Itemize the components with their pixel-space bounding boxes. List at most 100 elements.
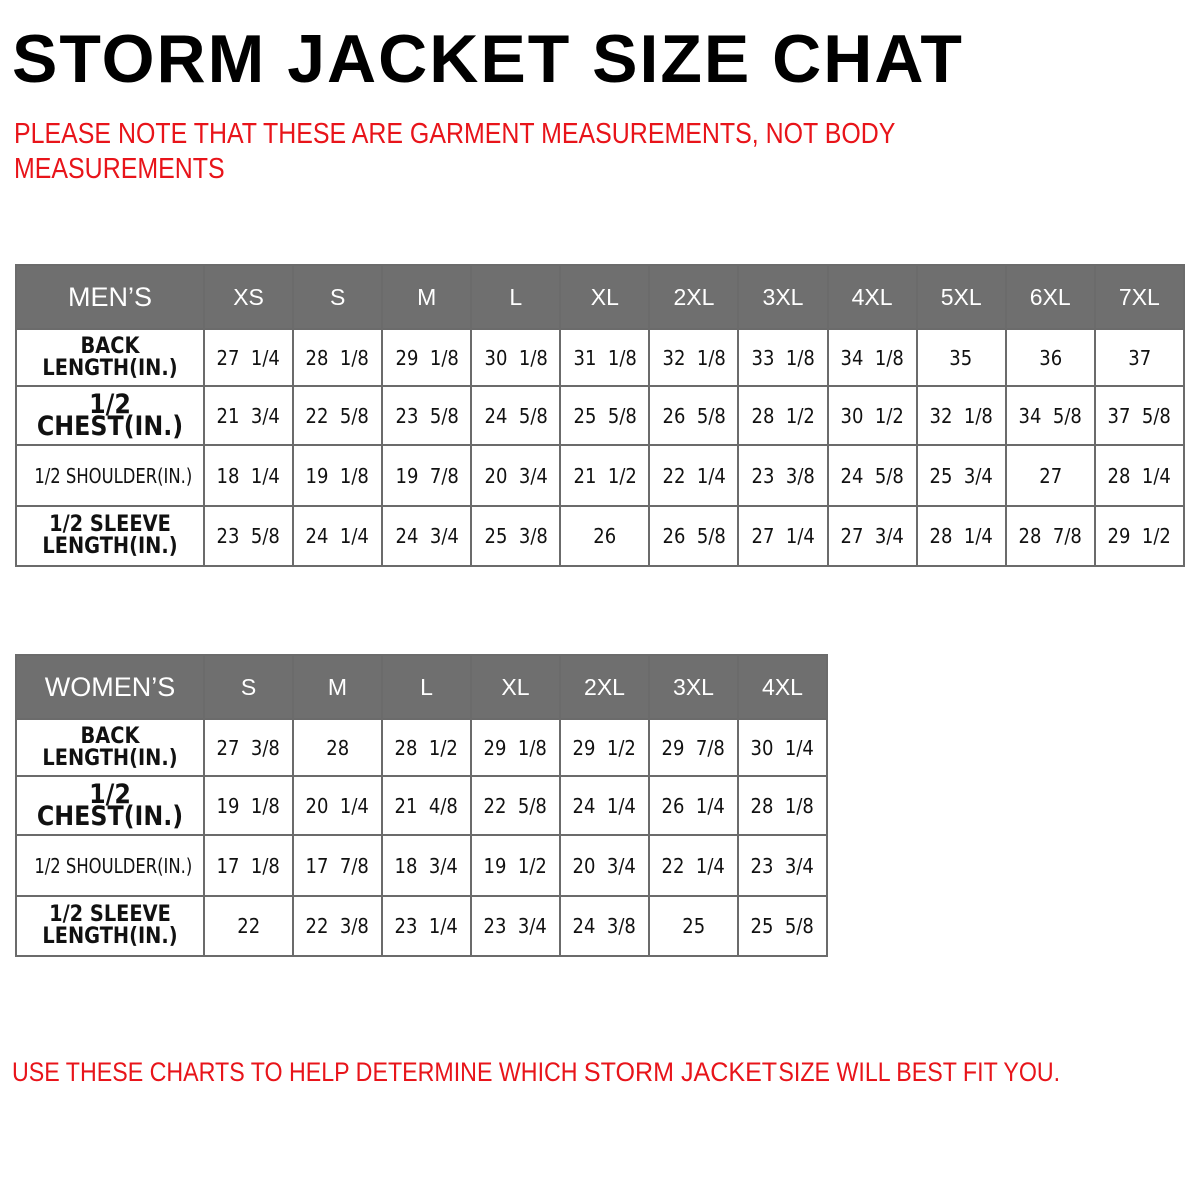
measurement-cell: 26 1/4 (648, 775, 739, 836)
measurement-cell: 29 7/8 (648, 718, 739, 777)
measurement-cell: 28 1/8 (737, 775, 828, 836)
measurement-cell: 20 3/4 (470, 444, 562, 507)
measurement-cell: 23 5/8 (381, 385, 473, 446)
row-label: 1/2 SLEEVE LENGTH(IN.) (15, 505, 205, 567)
measurement-cell: 28 1/2 (737, 385, 829, 446)
size-header: S (292, 264, 384, 330)
size-header: 6XL (1004, 264, 1096, 330)
measurement-cell: 27 3/4 (826, 505, 918, 567)
measurement-cell: 30 1/2 (826, 385, 918, 446)
measurement-cell: 24 1/4 (559, 775, 650, 836)
measurement-cell: 22 1/4 (648, 834, 739, 897)
measurement-cell: 33 1/8 (737, 328, 829, 387)
measurement-cell: 23 3/8 (737, 444, 829, 507)
page-title: STORM JACKET SIZE CHAT (12, 21, 964, 97)
table-header: WOMEN’S (15, 654, 205, 720)
measurement-cell: 22 5/8 (470, 775, 561, 836)
measurement-cell: 30 1/8 (470, 328, 562, 387)
table-row: 1/2 SLEEVE LENGTH(IN.) 22 22 3/8 23 1/4 23 3… (15, 895, 828, 957)
table-header: MEN’S (15, 264, 205, 330)
footer-brand: STORM JACKET (584, 1057, 778, 1087)
row-label: 1/2 SHOULDER(IN.) (15, 444, 205, 507)
measurement-note: PLEASE NOTE THAT THESE ARE GARMENT MEASU… (14, 118, 895, 185)
size-header: 3XL (648, 654, 739, 720)
table-row: 1/2 CHEST(IN.) 21 3/4 22 5/8 23 5/8 24 5/8 25… (15, 385, 1186, 446)
measurement-cell: 25 5/8 (737, 895, 828, 957)
measurement-cell: 31 1/8 (559, 328, 651, 387)
measurement-cell: 25 5/8 (559, 385, 651, 446)
measurement-cell: 20 3/4 (559, 834, 650, 897)
measurement-cell: 37 5/8 (1093, 385, 1186, 446)
womens-size-table: WOMEN’S S M L XL 2XL 3XL 4XL BACK LENGTH(IN.) 27 … (15, 654, 828, 957)
measurement-cell: 30 1/4 (737, 718, 828, 777)
header-row: WOMEN’S S M L XL 2XL 3XL 4XL (15, 654, 828, 720)
measurement-cell: 19 1/2 (470, 834, 561, 897)
measurement-cell: 29 1/8 (470, 718, 561, 777)
measurement-cell: 28 7/8 (1004, 505, 1096, 567)
row-label: 1/2 SLEEVE LENGTH(IN.) (15, 895, 205, 957)
measurement-cell: 17 7/8 (292, 834, 383, 897)
size-header: S (203, 654, 294, 720)
size-header: M (292, 654, 383, 720)
measurement-cell: 25 3/8 (470, 505, 562, 567)
measurement-cell: 22 (203, 895, 294, 957)
measurement-cell: 24 3/4 (381, 505, 473, 567)
measurement-cell: 32 1/8 (915, 385, 1007, 446)
size-header: 2XL (559, 654, 650, 720)
measurement-cell: 28 1/8 (292, 328, 384, 387)
measurement-cell: 25 3/4 (915, 444, 1007, 507)
measurement-cell: 37 (1093, 328, 1186, 387)
measurement-cell: 27 3/8 (203, 718, 294, 777)
measurement-cell: 27 1/4 (202, 328, 295, 387)
measurement-cell: 24 1/4 (292, 505, 384, 567)
measurement-cell: 35 (915, 328, 1007, 387)
measurement-cell: 22 3/8 (292, 895, 383, 957)
table-row: BACK LENGTH(IN.) 27 1/4 28 1/8 29 1/8 30 1/8… (15, 328, 1186, 387)
size-header: L (470, 264, 562, 330)
measurement-cell: 21 1/2 (559, 444, 651, 507)
measurement-cell: 29 1/2 (559, 718, 650, 777)
measurement-cell: 25 (648, 895, 739, 957)
measurement-cell: 19 7/8 (381, 444, 473, 507)
measurement-cell: 19 1/8 (203, 775, 294, 836)
measurement-cell: 34 5/8 (1004, 385, 1096, 446)
measurement-cell: 28 1/2 (381, 718, 472, 777)
measurement-cell: 24 5/8 (826, 444, 918, 507)
measurement-cell: 32 1/8 (648, 328, 740, 387)
measurement-cell: 27 1/4 (737, 505, 829, 567)
size-header: 4XL (737, 654, 828, 720)
table-row: 1/2 SHOULDER(IN.) 18 1/4 19 1/8 19 7/8 20 3/… (15, 444, 1186, 507)
footer-note: USE THESE CHARTS TO HELP DETERMINE WHICH… (12, 1057, 1060, 1088)
measurement-cell: 29 1/2 (1093, 505, 1186, 567)
measurement-cell: 21 3/4 (202, 385, 295, 446)
size-header: M (381, 264, 473, 330)
table-row: BACK LENGTH(IN.) 27 3/8 28 28 1/2 29 1/8 29 1… (15, 718, 828, 777)
measurement-cell: 23 3/4 (470, 895, 561, 957)
measurement-cell: 17 1/8 (203, 834, 294, 897)
measurement-cell: 29 1/8 (381, 328, 473, 387)
size-header: 4XL (826, 264, 918, 330)
row-label: 1/2 SHOULDER(IN.) (15, 834, 205, 897)
row-label: BACK LENGTH(IN.) (15, 328, 205, 387)
footer-prefix: USE THESE CHARTS TO HELP DETERMINE WHICH (12, 1057, 585, 1087)
measurement-cell: 24 5/8 (470, 385, 562, 446)
size-header: XS (202, 264, 295, 330)
measurement-cell: 36 (1004, 328, 1096, 387)
row-label: 1/2 CHEST(IN.) (15, 775, 205, 836)
footer-suffix: SIZE WILL BEST FIT YOU. (778, 1057, 1061, 1087)
row-label: 1/2 CHEST(IN.) (15, 385, 205, 446)
table-row: 1/2 SHOULDER(IN.) 17 1/8 17 7/8 18 3/4 19 1/… (15, 834, 828, 897)
measurement-cell: 18 1/4 (202, 444, 295, 507)
measurement-cell: 23 1/4 (381, 895, 472, 957)
size-header: 3XL (737, 264, 829, 330)
size-header: L (381, 654, 472, 720)
measurement-cell: 21 4/8 (381, 775, 472, 836)
table-row: 1/2 SLEEVE LENGTH(IN.) 23 5/8 24 1/4 24 3/4… (15, 505, 1186, 567)
measurement-cell: 24 3/8 (559, 895, 650, 957)
measurement-cell: 28 1/4 (915, 505, 1007, 567)
size-header: 7XL (1093, 264, 1186, 330)
measurement-cell: 22 5/8 (292, 385, 384, 446)
header-row: MEN’S XS S M L XL 2XL 3XL 4XL 5XL 6XL 7XL (15, 264, 1186, 330)
table-row: 1/2 CHEST(IN.) 19 1/8 20 1/4 21 4/8 22 5/8 24… (15, 775, 828, 836)
measurement-cell: 19 1/8 (292, 444, 384, 507)
